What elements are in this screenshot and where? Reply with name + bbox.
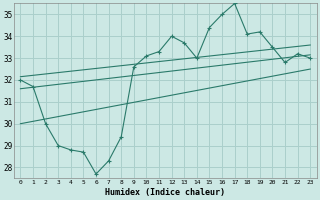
- X-axis label: Humidex (Indice chaleur): Humidex (Indice chaleur): [105, 188, 225, 197]
